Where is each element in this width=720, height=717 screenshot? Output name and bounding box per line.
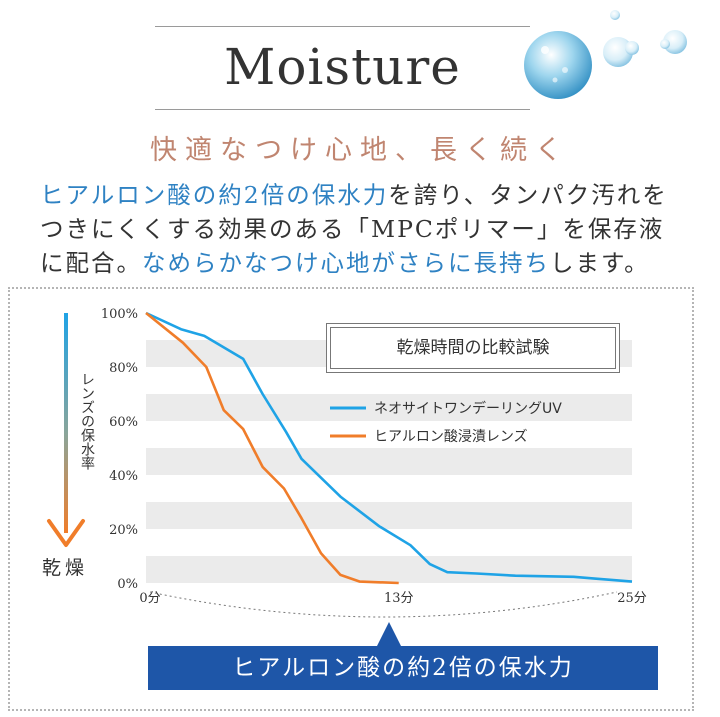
- down-arrow-icon: [47, 313, 85, 547]
- y-tick-label: 40%: [109, 469, 138, 484]
- x-tick-label: 0分: [139, 591, 160, 606]
- chart-title: 乾燥時間の比較試験: [330, 327, 616, 369]
- description-line-2: つきにくくする効果のある「MPCポリマー」を保存液: [40, 215, 665, 243]
- dry-label: 乾燥: [42, 557, 89, 579]
- description-line-3a: に配合。: [40, 249, 142, 277]
- x-tick-labels: 0分 13分 25分: [139, 591, 646, 606]
- x-tick-label: 13分: [384, 591, 414, 606]
- result-badge: ヒアルロン酸の約2倍の保水力: [148, 646, 658, 690]
- legend-label: ヒアルロン酸浸漬レンズ: [374, 429, 528, 445]
- chart-panel: [8, 287, 694, 711]
- y-axis-label: レンズの保水率: [79, 372, 95, 470]
- chart-title-box: 乾燥時間の比較試験: [326, 323, 620, 373]
- grid-band: [146, 502, 632, 529]
- subtitle: 快適なつけ心地、長く続く: [150, 135, 570, 166]
- grid-band: [146, 556, 632, 583]
- title-rule-bottom: [155, 109, 530, 110]
- grid-bands: [146, 340, 632, 583]
- grid-band: [146, 394, 632, 421]
- y-tick-label: 0%: [117, 577, 138, 592]
- description-highlight-2: なめらかなつけ心地がさらに長持ち: [142, 249, 550, 277]
- badge-pointer: [377, 622, 401, 646]
- grid-band: [146, 448, 632, 475]
- legend: ネオサイトワンデーリングUV ヒアルロン酸浸漬レンズ: [330, 400, 562, 445]
- page-title: Moisture: [224, 38, 461, 96]
- series-line-2: [145, 311, 399, 585]
- y-tick-labels: 100% 80% 60% 40% 20% 0%: [101, 307, 138, 592]
- legend-label: ネオサイトワンデーリングUV: [374, 400, 562, 417]
- title-rule-top: [155, 26, 530, 27]
- x-span-curve: [149, 591, 618, 618]
- x-tick-label: 25分: [617, 591, 647, 606]
- series-line-1: [145, 311, 633, 583]
- description-line-1: を誇り、タンパク汚れを: [388, 181, 668, 209]
- description-line-3b: します。: [550, 249, 650, 277]
- description-highlight-1: ヒアルロン酸の約2倍の保水力: [40, 181, 389, 209]
- y-tick-label: 60%: [109, 415, 138, 430]
- y-tick-label: 80%: [109, 361, 138, 376]
- y-tick-label: 20%: [109, 523, 138, 538]
- water-drops-icon: [524, 10, 687, 99]
- series-lines: [145, 311, 633, 585]
- description: ヒアルロン酸の約2倍の保水力を誇り、タンパク汚れを つきにくくする効果のある「M…: [40, 178, 700, 280]
- y-tick-label: 100%: [101, 307, 138, 322]
